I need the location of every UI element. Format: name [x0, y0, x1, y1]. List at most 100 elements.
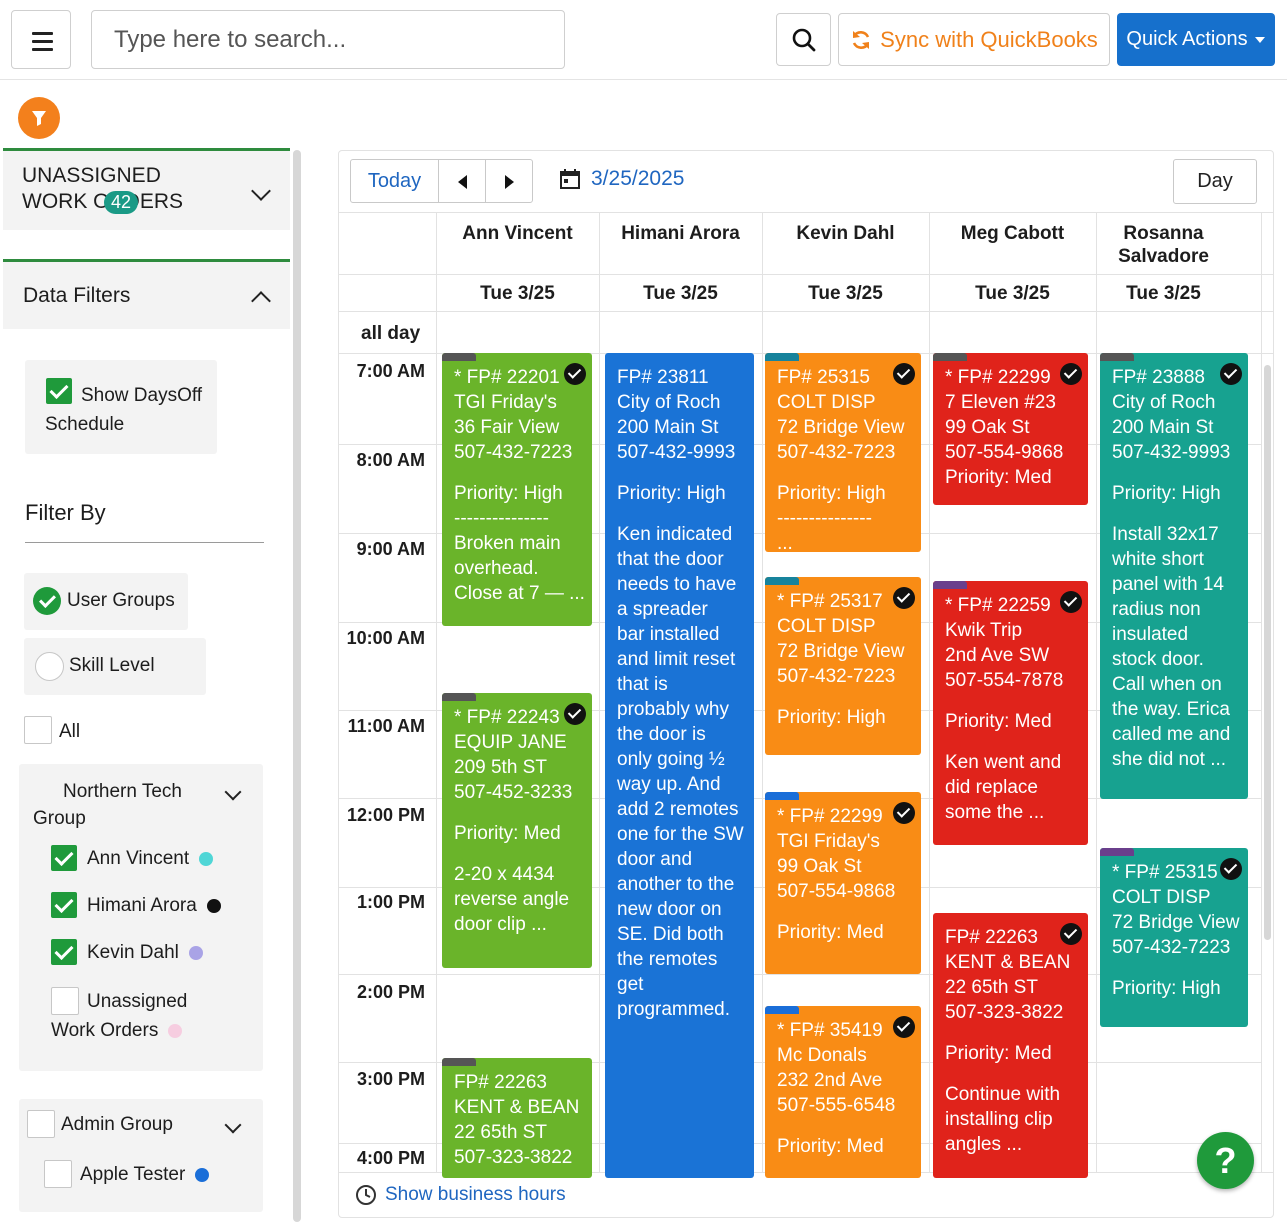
quick-actions-button[interactable]: Quick Actions — [1117, 13, 1275, 66]
event-line: ... — [777, 533, 793, 552]
chevron-down-icon[interactable] — [224, 783, 242, 801]
today-button[interactable]: Today — [350, 159, 439, 203]
skill-level-option[interactable]: Skill Level — [24, 638, 206, 695]
day-view-button[interactable]: Day — [1173, 159, 1257, 204]
event-card[interactable]: * FP# 35419 Mc Donals 232 2nd Ave 507-555-6… — [765, 1006, 921, 1178]
prev-button[interactable] — [438, 159, 486, 203]
event-line: panel with 14 — [1112, 574, 1224, 595]
event-line: * FP# 22201 — [454, 367, 560, 388]
event-card[interactable]: * FP# 22243 EQUIP JANE 209 5th ST 507-452-3… — [442, 693, 592, 968]
event-spacer — [945, 693, 1078, 709]
help-button[interactable]: ? — [1197, 1132, 1254, 1189]
event-tab — [1100, 848, 1134, 856]
checkbox-unchecked[interactable] — [27, 1110, 55, 1138]
next-arrow-icon — [505, 175, 514, 189]
event-line: door clip ... — [454, 914, 547, 935]
show-business-hours-link[interactable]: Show business hours — [355, 1184, 566, 1206]
member-label: Kevin Dahl — [87, 942, 203, 964]
chevron-down-icon[interactable] — [251, 181, 271, 201]
checkbox-checked[interactable] — [51, 845, 77, 871]
member-apple-tester[interactable]: Apple Tester — [44, 1160, 210, 1188]
resource-name: Rosanna Salvadore — [1118, 223, 1209, 267]
event-tab — [442, 1058, 476, 1066]
event-spacer — [945, 1066, 1078, 1082]
event-card[interactable]: * FP# 25317 COLT DISP 72 Bridge View 507-43… — [765, 577, 921, 755]
sync-quickbooks-button[interactable]: Sync with QuickBooks — [838, 13, 1110, 66]
event-line: 507-555-6548 — [777, 1095, 896, 1116]
filter-toggle-button[interactable] — [18, 97, 60, 139]
radio-selected[interactable] — [33, 587, 61, 615]
user-groups-option[interactable]: User Groups — [24, 573, 188, 630]
search-button[interactable] — [776, 13, 831, 66]
sync-icon — [852, 30, 870, 49]
checkbox-unchecked[interactable] — [24, 716, 52, 744]
sidebar-scrollbar[interactable] — [293, 150, 301, 1222]
event-card[interactable]: FP# 25315 COLT DISP 72 Bridge View 507-432-… — [765, 353, 921, 552]
grid-line — [599, 212, 600, 1172]
checkbox-checked[interactable] — [51, 939, 77, 965]
radio-unselected[interactable] — [35, 652, 64, 681]
event-line: the door is — [617, 724, 706, 745]
event-line: 2-20 x 4434 — [454, 864, 555, 885]
member-label: Himani Arora — [87, 895, 221, 917]
unassigned-work-orders-header[interactable]: UNASSIGNED WORK ORDERS 42 — [3, 148, 290, 230]
next-button[interactable] — [485, 159, 533, 203]
event-line: Priority: Med — [777, 1136, 884, 1157]
event-line: insulated — [1112, 624, 1189, 645]
event-tab — [933, 353, 967, 361]
event-card[interactable]: * FP# 22259 Kwik Trip 2nd Ave SW 507-554-78… — [933, 581, 1088, 845]
event-line: COLT DISP — [1112, 887, 1211, 908]
all-option[interactable]: All — [24, 716, 80, 744]
hamburger-icon — [32, 32, 53, 35]
hamburger-menu-button[interactable] — [11, 10, 71, 69]
event-card[interactable]: * FP# 22201 TGI Friday's 36 Fair View 507-4… — [442, 353, 592, 626]
event-line: FP# 23888 — [1112, 367, 1205, 388]
event-line: get — [617, 974, 644, 995]
show-business-hours-label: Show business hours — [385, 1184, 566, 1205]
event-line: reverse angle — [454, 889, 570, 910]
event-line: * FP# 35419 — [777, 1020, 883, 1041]
time-label: 7:00 AM — [356, 361, 425, 381]
event-line: 22 65th ST — [945, 977, 1038, 998]
filter-icon — [32, 111, 46, 126]
member-name: Apple Tester — [80, 1164, 186, 1185]
resource-name: Himani Arora — [621, 223, 740, 244]
event-card[interactable]: FP# 22263 KENT & BEAN 22 65th ST 507-323-38… — [933, 913, 1088, 1178]
show-daysoff-option[interactable]: Show DaysOff Schedule — [25, 360, 217, 454]
checkbox-unchecked[interactable] — [51, 987, 79, 1015]
time-label: 4:00 PM — [356, 1148, 425, 1168]
chevron-up-icon[interactable] — [251, 291, 271, 311]
unassigned-title: UNASSIGNED WORK ORDERS — [22, 164, 184, 213]
event-line: 507-432-7223 — [454, 442, 573, 463]
event-card[interactable]: * FP# 22299 TGI Friday's 99 Oak St 507-554-… — [765, 792, 921, 974]
event-line: 209 5th ST — [454, 757, 547, 778]
event-card[interactable]: FP# 23811 City of Roch 200 Main St 507-432-… — [605, 353, 754, 1178]
event-line: FP# 22263 — [454, 1072, 547, 1093]
event-line: Priority: High — [777, 707, 886, 728]
admin-group-option[interactable]: Admin Group — [27, 1110, 173, 1138]
event-card[interactable]: FP# 23888 City of Roch 200 Main St 507-432-… — [1100, 353, 1248, 799]
event-line: one for the SW — [617, 824, 744, 845]
event-line: Priority: Med — [777, 922, 884, 943]
admin-group-label: Admin Group — [61, 1114, 173, 1135]
event-tab — [1100, 353, 1134, 361]
northern-tech-group: Northern Tech Group Ann Vincent Himani A… — [19, 764, 263, 1071]
event-tab — [765, 577, 799, 585]
chevron-down-icon[interactable] — [224, 1116, 242, 1134]
checkbox-checked[interactable] — [46, 378, 72, 404]
search-input[interactable] — [91, 10, 565, 69]
checkbox-checked[interactable] — [51, 892, 77, 918]
unassigned-count-badge: 42 — [104, 191, 139, 214]
grid-line — [929, 212, 930, 1172]
date-picker[interactable]: 3/25/2025 — [559, 167, 684, 191]
grid-line — [339, 212, 1273, 213]
event-spacer — [454, 465, 582, 481]
event-card[interactable]: FP# 22263 KENT & BEAN 22 65th ST 507-323-38… — [442, 1058, 592, 1178]
event-line: FP# 22263 — [945, 927, 1038, 948]
event-line: Priority: Med — [945, 467, 1052, 488]
event-card[interactable]: * FP# 22299 7 Eleven #23 99 Oak St 507-554-… — [933, 353, 1088, 505]
event-card[interactable]: * FP# 25315 COLT DISP 72 Bridge View 507-43… — [1100, 848, 1248, 1027]
calendar-scrollbar[interactable] — [1264, 365, 1271, 940]
data-filters-header[interactable]: Data Filters — [3, 259, 290, 329]
checkbox-unchecked[interactable] — [44, 1160, 72, 1188]
